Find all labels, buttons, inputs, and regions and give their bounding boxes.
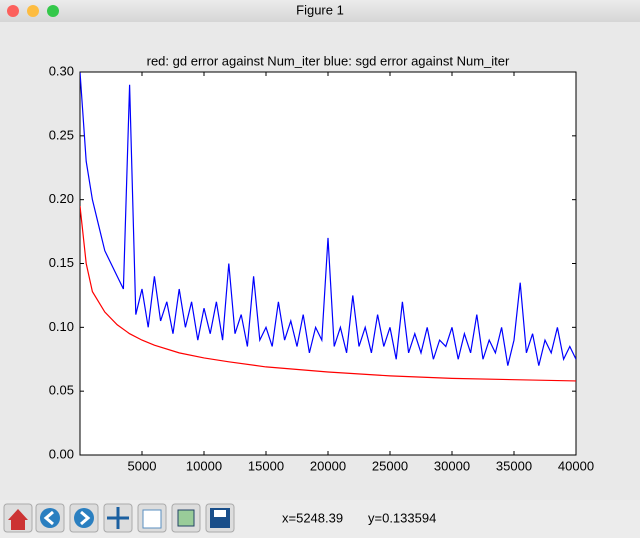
plot-area: [80, 72, 576, 382]
series-line: [80, 72, 576, 366]
y-tick-label: 0.10: [49, 319, 74, 334]
back-button[interactable]: [35, 503, 65, 533]
status-x: x=5248.39: [282, 510, 343, 525]
x-tick-label: 20000: [310, 458, 346, 473]
minimize-button[interactable]: [27, 5, 39, 17]
title-bar: [0, 0, 640, 22]
x-tick-label: 10000: [186, 458, 222, 473]
chart-title: red: gd error against Num_iter blue: sgd…: [147, 53, 510, 68]
x-tick-label: 15000: [248, 458, 284, 473]
x-tick-label: 30000: [434, 458, 470, 473]
pan-button[interactable]: [103, 503, 133, 533]
forward-button[interactable]: [69, 503, 99, 533]
axes: [79, 71, 577, 456]
y-tick-label: 0.15: [49, 255, 74, 270]
series-line: [80, 205, 576, 382]
y-tick-label: 0.05: [49, 383, 74, 398]
configure-button[interactable]: [137, 503, 167, 533]
home-button[interactable]: [3, 503, 33, 533]
y-tick-label: 0.25: [49, 127, 74, 142]
y-tick-label: 0.30: [49, 63, 74, 78]
x-tick-label: 25000: [372, 458, 408, 473]
axis-layer: 0.00 0.05 0.10 0.15 0.20 0.25 0.30 5000 10000 150…: [49, 63, 594, 473]
window-title: Figure 1: [296, 2, 344, 17]
status-y: y=0.133594: [368, 510, 436, 525]
y-tick-label: 0.20: [49, 191, 74, 206]
zoom-button[interactable]: [47, 5, 59, 17]
y-tick-label: 0.00: [49, 446, 74, 461]
close-button[interactable]: [7, 5, 19, 17]
x-tick-label: 40000: [558, 458, 594, 473]
x-tick-label: 5000: [128, 458, 157, 473]
x-tick-label: 35000: [496, 458, 532, 473]
zoom-rect-button[interactable]: [171, 503, 201, 533]
save-button[interactable]: [205, 503, 235, 533]
